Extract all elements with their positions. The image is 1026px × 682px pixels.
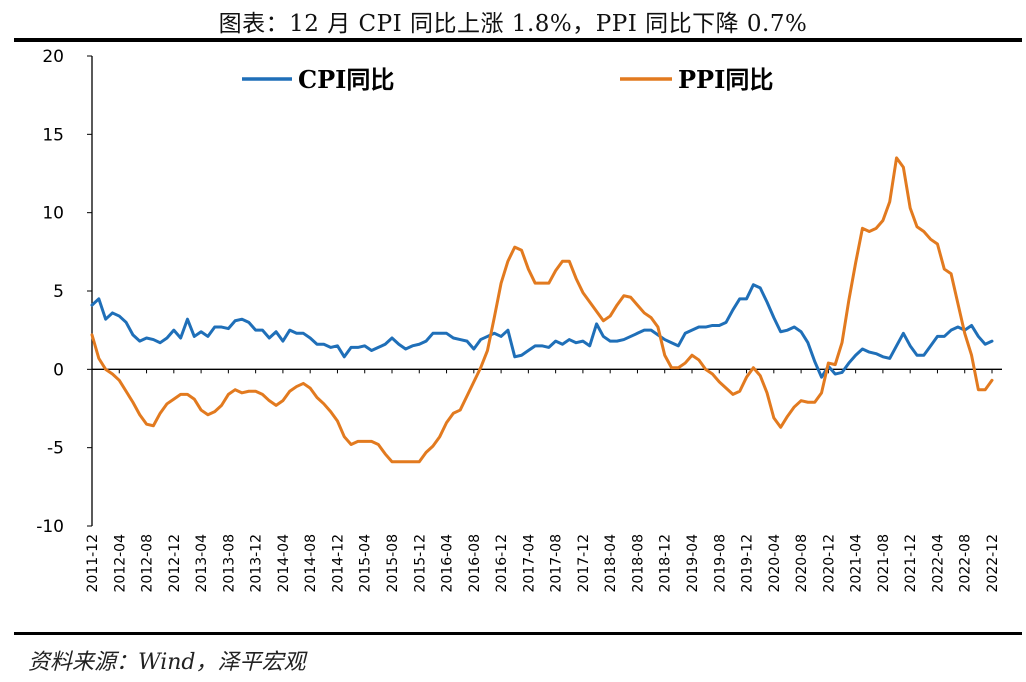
- x-tick-label: 2017-08: [549, 534, 565, 593]
- x-tick-label: 2020-12: [821, 534, 837, 593]
- x-tick-label: 2013-04: [194, 534, 210, 593]
- legend-label: CPI同比: [298, 65, 394, 94]
- x-tick-label: 2022-04: [930, 534, 946, 593]
- x-tick-label: 2014-08: [303, 534, 319, 593]
- y-tick-label: -5: [47, 439, 64, 459]
- x-tick-label: 2021-12: [903, 534, 919, 593]
- source-note: 资料来源：Wind，泽平宏观: [28, 650, 306, 675]
- axes: [91, 56, 1002, 526]
- y-tick-label: 10: [42, 204, 64, 224]
- cpi-series-line: [90, 283, 994, 379]
- x-tick-label: 2014-04: [276, 534, 292, 593]
- x-tick-label: 2013-12: [249, 534, 265, 593]
- x-tick-label: 2019-04: [685, 534, 701, 593]
- x-tick-label: 2011-12: [85, 534, 101, 593]
- y-tick-label: -10: [36, 517, 64, 537]
- x-tick-label: 2019-08: [712, 534, 728, 593]
- x-tick-label: 2015-08: [385, 534, 401, 593]
- y-tick-label: 0: [53, 360, 64, 380]
- x-tick-label: 2018-12: [658, 534, 674, 593]
- legend: CPI同比 PPI同比: [242, 65, 773, 94]
- x-tick-label: 2019-12: [740, 534, 756, 593]
- y-tick-label: 15: [42, 125, 64, 145]
- legend-label: PPI同比: [678, 65, 773, 94]
- x-tick-label: 2016-04: [440, 534, 456, 593]
- y-tick-label: 5: [53, 282, 64, 302]
- chart-title: 图表：12 月 CPI 同比上涨 1.8%，PPI 同比下降 0.7%: [218, 11, 808, 37]
- x-tick-label: 2021-08: [876, 534, 892, 593]
- x-tick-label: 2018-08: [630, 534, 646, 593]
- x-axis-ticks: 2011-12 2012-04 2012-08 2012-12 2013-04 2013-…: [85, 369, 1001, 593]
- x-tick-label: 2015-04: [358, 534, 374, 593]
- x-tick-label: 2022-08: [958, 534, 974, 593]
- x-tick-label: 2022-12: [985, 534, 1001, 593]
- x-tick-label: 2015-12: [412, 534, 428, 593]
- x-tick-label: 2016-08: [467, 534, 483, 593]
- bottom-rule: [14, 632, 1022, 635]
- series-lines: [90, 156, 994, 464]
- x-tick-label: 2014-12: [330, 534, 346, 593]
- x-tick-label: 2017-04: [521, 534, 537, 593]
- x-tick-label: 2013-08: [221, 534, 237, 593]
- x-tick-label: 2016-12: [494, 534, 510, 593]
- x-tick-label: 2017-12: [576, 534, 592, 593]
- x-tick-label: 2021-04: [849, 534, 865, 593]
- x-tick-label: 2020-08: [794, 534, 810, 593]
- x-tick-label: 2012-12: [167, 534, 183, 593]
- x-tick-label: 2020-04: [767, 534, 783, 593]
- x-tick-label: 2012-08: [140, 534, 156, 593]
- y-axis-ticks: -10 -5 0 5 10 15 20: [36, 47, 92, 537]
- x-tick-label: 2012-04: [112, 534, 128, 593]
- ppi-series-line: [90, 156, 994, 464]
- top-rule: [14, 38, 1022, 42]
- x-tick-label: 2018-04: [603, 534, 619, 593]
- y-tick-label: 20: [42, 47, 64, 67]
